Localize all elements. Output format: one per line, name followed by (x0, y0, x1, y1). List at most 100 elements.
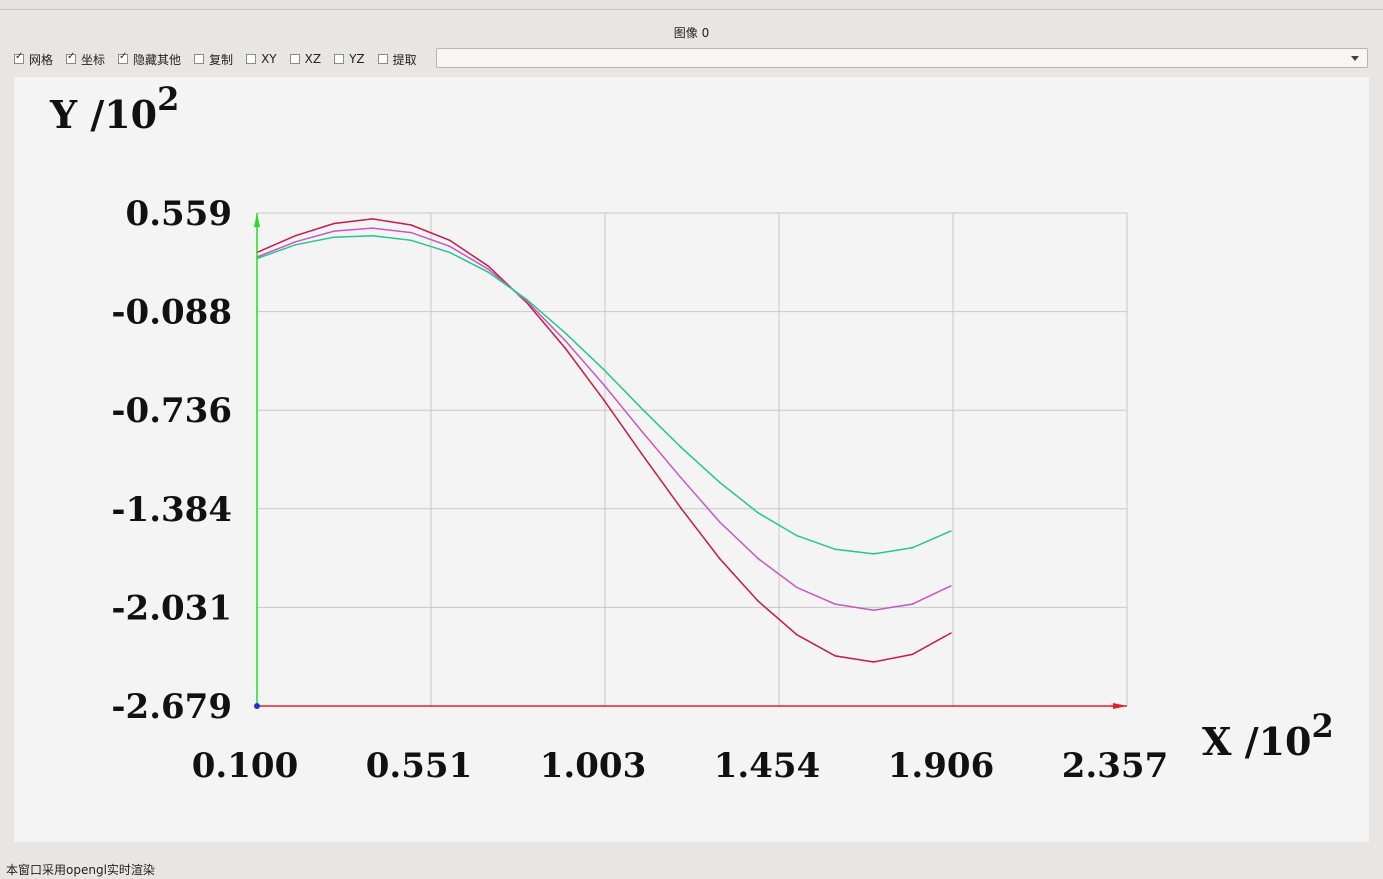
axes (254, 213, 1127, 709)
data-point (410, 231, 412, 234)
data-point (680, 476, 682, 479)
hide-others-checkbox[interactable]: 隐藏其他 (118, 51, 181, 68)
y-tick-label: -2.679 (111, 687, 232, 727)
data-point (757, 600, 759, 602)
data-point (641, 431, 644, 433)
data-point (603, 368, 605, 371)
line-chart[interactable]: 0.559 -0.088 -0.736 -1.384 -2.031 -2.679 0.100… (14, 77, 1369, 842)
checkbox-box[interactable] (246, 54, 257, 64)
checkbox-label: 坐标 (81, 52, 106, 67)
data-point (333, 222, 335, 225)
checkbox-box[interactable] (377, 54, 388, 64)
data-point (294, 234, 297, 237)
grid-checkbox[interactable]: 网格 (14, 51, 53, 68)
x-tick-label: 0.100 (192, 746, 298, 786)
data-point (564, 339, 567, 342)
data-point (834, 548, 837, 551)
axis-checkbox[interactable]: 坐标 (66, 51, 105, 68)
data-point (718, 481, 721, 484)
data-point (795, 586, 798, 589)
y-tick-label: -0.088 (111, 293, 232, 333)
y-tick-label: -2.031 (111, 588, 232, 628)
grid (256, 212, 1128, 707)
x-tick-label: 1.906 (888, 746, 994, 786)
x-tick-label: 0.551 (366, 746, 472, 786)
data-point (410, 239, 412, 242)
x-tick-label: 1.454 (714, 746, 820, 786)
series-select[interactable] (436, 48, 1368, 68)
series-lines (256, 218, 952, 663)
checkbox-box[interactable] (14, 51, 24, 64)
data-point (872, 553, 875, 555)
data-point (487, 268, 490, 270)
checkbox-label: 复制 (209, 52, 234, 67)
checkbox-box[interactable] (194, 54, 205, 64)
plot-area[interactable]: 0.559 -0.088 -0.736 -1.384 -2.031 -2.679 0.100… (14, 77, 1369, 842)
window-top-bar (0, 0, 1383, 10)
data-point (950, 530, 952, 532)
data-point (564, 332, 567, 334)
data-point (448, 245, 451, 248)
checkbox-box[interactable] (66, 51, 77, 64)
data-point (603, 384, 605, 386)
extract-checkbox[interactable]: 提取 (377, 51, 417, 68)
checkbox-label: 网格 (29, 52, 54, 67)
checkbox-label: 提取 (392, 52, 417, 67)
data-point (757, 511, 759, 514)
window-title: 图像 0 (673, 26, 710, 40)
checkbox-label: XY (261, 52, 277, 66)
data-point (911, 603, 914, 605)
y-tick-label: -1.384 (111, 490, 232, 530)
data-point (834, 603, 837, 605)
data-point (564, 347, 567, 350)
data-point (718, 521, 721, 523)
series-line (256, 218, 952, 663)
data-point (718, 557, 721, 560)
data-point (680, 507, 682, 510)
xz-checkbox[interactable]: XZ (289, 52, 322, 66)
data-point (526, 298, 528, 301)
data-point (680, 446, 682, 449)
data-point (757, 557, 759, 560)
origin-marker (254, 703, 260, 709)
y-axis-label: Y /102 (49, 80, 179, 137)
data-point (371, 227, 374, 229)
checkbox-label: YZ (349, 52, 365, 66)
data-point (911, 547, 914, 549)
data-point (872, 661, 875, 663)
data-point (950, 632, 952, 634)
x-axis-label: X /102 (1202, 707, 1334, 764)
chevron-down-icon[interactable] (1351, 56, 1359, 61)
data-point (371, 234, 374, 237)
series-line (256, 234, 952, 555)
y-tick-label: -0.736 (111, 391, 232, 431)
data-point (410, 224, 412, 226)
data-point (834, 655, 837, 657)
tick-labels: 0.559 -0.088 -0.736 -1.384 -2.031 -2.679 0.100… (111, 194, 1168, 786)
data-point (641, 408, 644, 411)
copy-checkbox[interactable]: 复制 (194, 51, 233, 68)
series-line (256, 227, 952, 611)
x-axis-arrow (1113, 703, 1127, 709)
checkbox-box[interactable] (289, 54, 300, 64)
data-point (448, 239, 451, 242)
data-point (294, 240, 297, 243)
x-tick-label: 2.357 (1062, 746, 1168, 786)
data-point (371, 218, 374, 220)
data-point (487, 271, 490, 274)
y-axis-arrow (254, 213, 260, 227)
data-point (294, 244, 297, 246)
xy-checkbox[interactable]: XY (246, 52, 277, 66)
yz-checkbox[interactable]: YZ (334, 52, 365, 66)
data-point (795, 633, 798, 636)
checkbox-label: XZ (304, 52, 322, 66)
checkbox-label: 隐藏其他 (133, 52, 182, 67)
data-point (641, 454, 644, 456)
toolbar: 网格 坐标 隐藏其他 复制 XY XZ YZ 提取 (14, 48, 430, 70)
checkbox-box[interactable] (334, 54, 345, 64)
data-point (950, 585, 952, 587)
status-bar-text: 本窗口采用opengl实时渲染 (6, 863, 155, 877)
y-tick-label: 0.559 (126, 194, 232, 234)
checkbox-box[interactable] (118, 51, 129, 64)
data-point (333, 236, 335, 239)
